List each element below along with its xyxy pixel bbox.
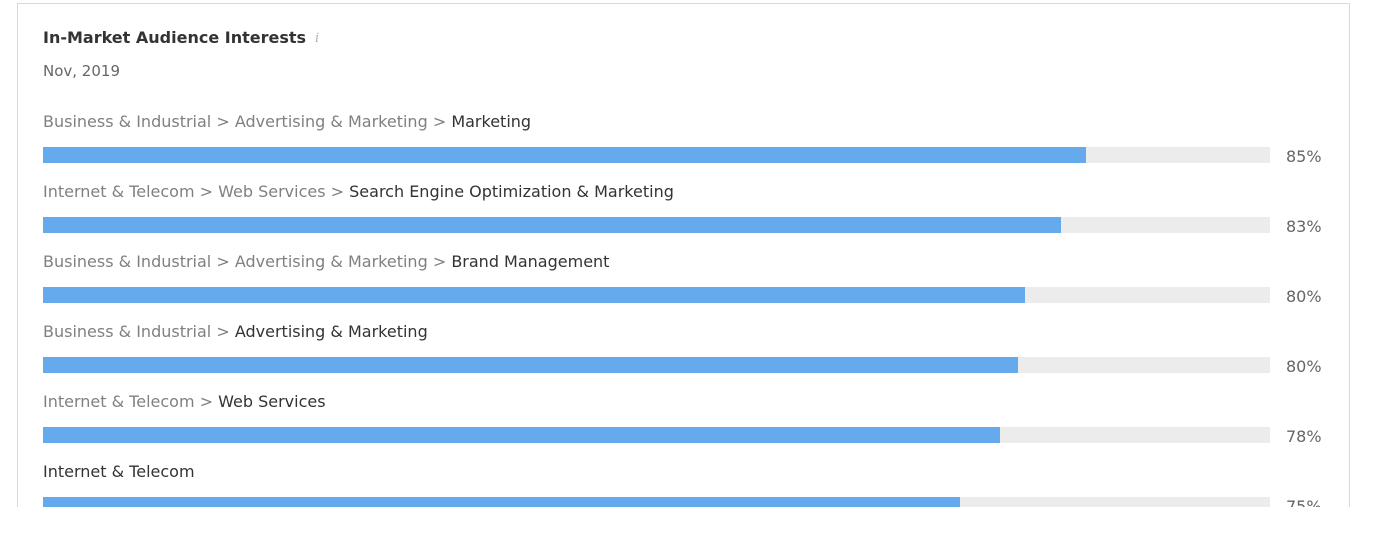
- interest-label: Business & Industrial > Advertising & Ma…: [43, 111, 531, 133]
- interest-row: Business & Industrial > Advertising & Ma…: [43, 321, 1343, 391]
- interest-row: Internet & Telecom > Web Services > Sear…: [43, 181, 1343, 251]
- progress-fill: [43, 497, 960, 507]
- interest-category: Advertising & Marketing: [234, 322, 428, 341]
- interest-row: Business & Industrial > Advertising & Ma…: [43, 111, 1343, 181]
- progress-fill: [43, 147, 1086, 163]
- parent-category: Internet & Telecom: [43, 392, 195, 411]
- interest-list: Business & Industrial > Advertising & Ma…: [43, 111, 1343, 507]
- progress-fill: [43, 357, 1019, 373]
- interest-category: Search Engine Optimization & Marketing: [349, 182, 674, 201]
- in-market-audience-interests-card: In-Market Audience Interests i Nov, 2019…: [17, 3, 1350, 507]
- breadcrumb-separator: >: [194, 392, 219, 411]
- progress-track: [43, 287, 1270, 303]
- card-header: In-Market Audience Interests i: [43, 28, 319, 47]
- interest-row: Business & Industrial > Advertising & Ma…: [43, 251, 1343, 321]
- breadcrumb-separator: >: [211, 252, 235, 271]
- parent-category: Business & Industrial: [43, 252, 212, 271]
- card-title: In-Market Audience Interests: [43, 28, 307, 47]
- percentage-label: 80%: [1286, 287, 1322, 306]
- progress-track: [43, 147, 1270, 163]
- parent-category: Business & Industrial: [43, 322, 212, 341]
- progress-track: [43, 497, 1270, 507]
- interest-label: Internet & Telecom > Web Services > Sear…: [43, 181, 674, 203]
- breadcrumb-separator: >: [194, 182, 219, 201]
- progress-fill: [43, 287, 1025, 303]
- breadcrumb-separator: >: [211, 112, 235, 131]
- percentage-label: 80%: [1286, 357, 1322, 376]
- interest-category: Brand Management: [451, 252, 610, 271]
- progress-fill: [43, 427, 1001, 443]
- interest-category: Marketing: [451, 112, 532, 131]
- parent-category: Web Services: [218, 182, 326, 201]
- parent-category: Internet & Telecom: [43, 182, 195, 201]
- progress-track: [43, 217, 1270, 233]
- breadcrumb-separator: >: [325, 182, 350, 201]
- date-label: Nov, 2019: [43, 62, 120, 80]
- interest-label: Internet & Telecom: [43, 461, 195, 483]
- breadcrumb-separator: >: [427, 252, 452, 271]
- info-icon[interactable]: i: [315, 31, 320, 46]
- parent-category: Advertising & Marketing: [234, 252, 428, 271]
- percentage-label: 78%: [1286, 427, 1322, 446]
- progress-track: [43, 427, 1270, 443]
- breadcrumb-separator: >: [211, 322, 235, 341]
- percentage-label: 83%: [1286, 217, 1322, 236]
- progress-fill: [43, 217, 1062, 233]
- parent-category: Business & Industrial: [43, 112, 212, 131]
- interest-label: Internet & Telecom > Web Services: [43, 391, 326, 413]
- interest-row: Internet & Telecom > Web Services 78%: [43, 391, 1343, 461]
- interest-label: Business & Industrial > Advertising & Ma…: [43, 321, 428, 343]
- progress-track: [43, 357, 1270, 373]
- interest-category: Internet & Telecom: [43, 462, 195, 481]
- percentage-label: 75%: [1286, 497, 1322, 507]
- percentage-label: 85%: [1286, 147, 1322, 166]
- interest-label: Business & Industrial > Advertising & Ma…: [43, 251, 609, 273]
- parent-category: Advertising & Marketing: [234, 112, 428, 131]
- interest-category: Web Services: [218, 392, 326, 411]
- breadcrumb-separator: >: [427, 112, 452, 131]
- interest-row: Internet & Telecom 75%: [43, 461, 1343, 507]
